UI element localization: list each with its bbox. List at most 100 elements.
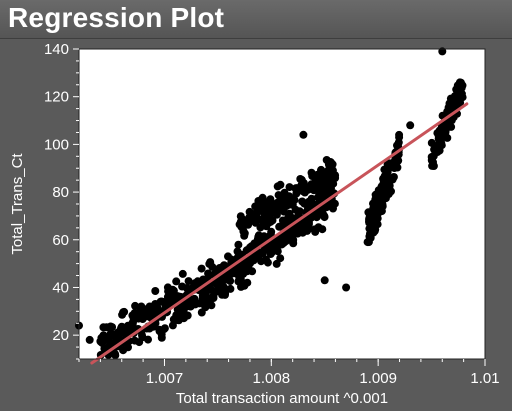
data-point [452,85,461,94]
data-point [173,292,182,301]
data-point [385,181,394,190]
data-point [288,200,297,209]
data-point [124,343,132,352]
data-point [379,174,388,183]
y-axis: 20 40 60 80 100 120 140 [44,41,79,360]
data-point [105,337,114,346]
data-point [138,333,147,342]
data-point [455,78,464,87]
data-point [447,122,456,131]
y-tick-label: 120 [44,89,69,106]
data-point [117,323,126,332]
data-point [178,269,187,278]
data-point [392,162,400,170]
data-point [201,303,210,312]
data-point [434,145,443,154]
x-axis: 1.007 1.008 1.009 1.01 [78,359,500,387]
data-point [98,339,107,347]
data-point [140,311,149,320]
data-point [373,191,382,200]
data-point [427,153,436,161]
x-tick-label: 1.008 [253,370,291,387]
data-point [218,290,227,299]
data-point [322,156,331,164]
data-point [371,225,380,234]
data-point [234,240,243,249]
regression-chart: 20 40 60 80 100 120 140 1.007 1.008 1.009 1.01 To… [9,41,500,407]
data-point [242,246,251,255]
data-point [325,180,334,189]
y-tick-label: 20 [52,327,69,344]
data-point [239,227,248,236]
y-tick-label: 40 [52,279,69,296]
data-point [137,302,146,311]
data-point [249,216,258,225]
data-point [258,193,267,202]
data-point [260,232,269,241]
data-point [300,188,309,197]
y-tick-label: 80 [52,184,69,201]
data-point [363,238,372,247]
data-point [388,175,396,183]
data-point [172,277,181,286]
x-tick-label: 1.01 [470,370,499,387]
x-tick-label: 1.009 [359,370,397,387]
data-point [226,284,235,293]
data-point [299,220,307,229]
data-point [205,259,214,268]
y-tick-label: 60 [52,232,69,249]
data-point [299,130,308,139]
data-point [99,331,108,340]
data-point [256,223,265,232]
data-point [275,239,284,248]
data-point [268,208,277,217]
data-point [373,214,382,223]
data-point [395,133,404,142]
data-point [274,191,283,200]
data-point [320,276,329,285]
data-point [253,204,262,213]
data-point [243,278,252,287]
data-point [317,166,326,175]
data-point [342,283,351,292]
data-point [204,269,213,278]
data-point [323,170,332,179]
data-point [406,121,415,130]
data-point [85,335,94,344]
y-tick-label: 140 [44,41,69,58]
data-point [131,301,140,310]
data-point [241,258,250,267]
data-point [327,162,336,171]
data-point [267,249,276,258]
data-point [297,175,306,184]
data-point [298,197,307,206]
data-point [278,196,287,205]
data-point [165,287,174,296]
data-point [289,230,298,239]
data-point [151,287,160,295]
data-point [378,202,387,211]
data-point [239,269,248,278]
data-point [331,174,340,182]
x-tick-label: 1.007 [146,370,184,387]
data-point [184,277,193,286]
data-point [178,282,187,291]
regression-line [90,102,469,365]
data-point [273,182,282,191]
data-point [226,277,235,285]
data-point [275,222,284,231]
data-point [285,183,294,192]
data-point [435,126,444,135]
data-point [307,168,316,177]
data-point [111,349,119,358]
data-point [386,159,394,168]
data-point [155,325,164,334]
data-point [248,267,257,276]
y-tick-label: 100 [44,136,69,153]
data-point [257,257,266,266]
data-point [148,305,157,314]
data-point [149,322,158,331]
data-point [318,225,327,234]
title-bar: Regression Plot [0,0,512,39]
